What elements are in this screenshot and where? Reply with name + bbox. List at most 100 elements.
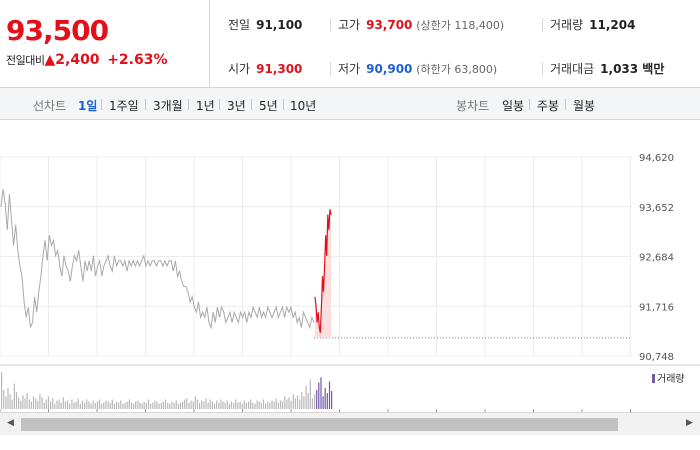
volume-bar (69, 403, 71, 409)
volume-bar (13, 383, 15, 409)
volume-bar (322, 396, 324, 409)
volume-bar (171, 401, 173, 409)
volume-bar (305, 385, 307, 409)
volume-bar (135, 401, 137, 409)
volume-bar (211, 401, 213, 409)
up-arrow-icon: ▲ (44, 52, 56, 68)
volume-bar (52, 398, 54, 409)
volume-bar (75, 401, 77, 409)
price-line-previous (0, 188, 315, 330)
volume-bar (96, 401, 98, 409)
current-price: 93,500 (6, 14, 109, 47)
volume-bar (88, 401, 90, 409)
volume-bar (67, 400, 69, 409)
volume-bar (239, 401, 241, 409)
volume-bar (331, 391, 333, 409)
candle-daily[interactable]: 일봉 (502, 99, 525, 113)
volume-bar (237, 402, 239, 409)
volume-bar (243, 400, 245, 409)
period-1y[interactable]: 1년 (196, 99, 215, 113)
open-label: 시가 (228, 62, 251, 76)
volume-bar (113, 403, 115, 409)
volume-bar (98, 399, 101, 409)
volume-bar (143, 401, 145, 409)
volume-bar (271, 400, 273, 409)
volume-bar (307, 393, 309, 409)
volume-bar (186, 398, 188, 409)
volume-bar (184, 399, 186, 409)
horizontal-scrollbar[interactable]: ◀ ▶ (0, 412, 700, 435)
period-3y[interactable]: 3년 (227, 99, 246, 113)
volume-bar (216, 400, 218, 409)
period-3m[interactable]: 3개월 (153, 99, 183, 113)
volume-bar (279, 400, 282, 409)
scroll-right-icon[interactable]: ▶ (686, 418, 693, 428)
volume-bar (241, 403, 243, 409)
volume-bar (126, 401, 128, 409)
volume-bar (45, 399, 47, 409)
volume-bar (9, 394, 11, 409)
scroll-thumb[interactable] (21, 418, 618, 431)
volume-bar (111, 399, 113, 409)
volume-bar (173, 402, 175, 409)
volume-bar (1, 372, 3, 409)
volume-bar (120, 400, 122, 409)
volume-bar (22, 395, 24, 409)
volume-legend-swatch (652, 374, 655, 383)
volume-bar (209, 399, 211, 409)
stat-open: 시가 91,300 (228, 60, 302, 77)
volume-bar (235, 399, 237, 409)
volume-bar (101, 403, 103, 409)
candle-monthly[interactable]: 월봉 (573, 99, 596, 113)
volume-value: 11,204 (589, 18, 636, 32)
volume-bar (39, 394, 41, 409)
volume-bar (28, 399, 30, 409)
volume-bar (50, 401, 52, 409)
period-5y[interactable]: 5년 (259, 99, 278, 113)
volume-bar (62, 397, 64, 409)
volume-bar (156, 401, 158, 409)
volume-bar (228, 403, 230, 409)
volume-bar (194, 396, 196, 409)
volume-bar (192, 401, 194, 409)
volume-bar (326, 393, 328, 409)
volume-bar (220, 399, 222, 409)
volume-bar (109, 402, 111, 409)
volume-bar (43, 402, 45, 409)
open-value: 91,300 (256, 62, 303, 76)
volume-bar (233, 402, 235, 409)
stat-prev-close: 전일 91,100 (228, 16, 302, 33)
candle-weekly[interactable]: 주봉 (537, 99, 560, 113)
period-10y[interactable]: 10년 (290, 99, 317, 113)
volume-bar (316, 390, 318, 409)
volume-bar (179, 402, 181, 409)
volume-bar (167, 402, 169, 409)
volume-bar (207, 402, 209, 409)
volume-bar (196, 399, 199, 409)
volume-bar (213, 403, 216, 409)
stat-high: 고가 93,700 (상한가 118,400) (338, 16, 504, 33)
volume-bar (5, 396, 7, 409)
change-label: 전일대비 (6, 54, 45, 67)
volume-label: 거래량 (550, 18, 584, 32)
prev-close-value: 91,100 (256, 18, 303, 32)
period-1d[interactable]: 1일 (78, 99, 98, 113)
volume-bar (84, 402, 86, 409)
price-line-today (314, 209, 332, 333)
volume-bar (94, 402, 96, 409)
price-area-today (315, 209, 331, 338)
scroll-left-icon[interactable]: ◀ (7, 418, 14, 428)
volume-bar (105, 400, 107, 409)
period-1w[interactable]: 1주일 (109, 99, 139, 113)
volume-bar (32, 396, 35, 409)
high-value: 93,700 (366, 18, 413, 32)
volume-bar (188, 402, 190, 409)
volume-bar (222, 401, 224, 409)
candle-chart-label: 봉차트 (456, 99, 490, 113)
volume-bar (160, 402, 162, 409)
volume-bar (92, 400, 94, 409)
volume-bar (248, 401, 250, 409)
volume-bar (90, 403, 92, 409)
volume-bar (292, 394, 294, 409)
volume-bar (182, 401, 184, 409)
